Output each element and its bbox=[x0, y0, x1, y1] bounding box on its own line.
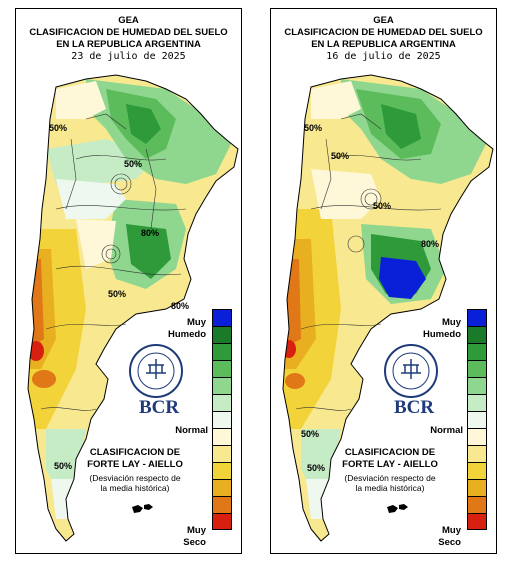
legend-swatch bbox=[212, 445, 232, 462]
legend-swatch bbox=[467, 411, 487, 428]
legend-swatch bbox=[467, 326, 487, 343]
map-date: 16 de julio de 2025 bbox=[326, 51, 441, 62]
legend-swatch bbox=[212, 513, 232, 530]
legend-swatch bbox=[212, 326, 232, 343]
legend-swatch bbox=[212, 377, 232, 394]
legend-top-label-1: Muy bbox=[442, 317, 461, 328]
legend-bottom-label-1: Muy bbox=[187, 525, 206, 536]
legend-bottom-label-2: Seco bbox=[183, 537, 206, 548]
title-line-3: EN LA REPUBLICA ARGENTINA bbox=[311, 39, 456, 50]
legend-swatch bbox=[212, 496, 232, 513]
classification-line-2: FORTE LAY - AIELLO bbox=[342, 459, 438, 470]
soil-moisture-map-left: 50% 50% 80% 50% 80% 50% bbox=[27, 74, 239, 542]
legend-swatch bbox=[467, 513, 487, 530]
title-line-3: EN LA REPUBLICA ARGENTINA bbox=[56, 39, 201, 50]
legend-swatch bbox=[467, 394, 487, 411]
soil-moisture-map-right: 50% 50% 50% 80% 50% 50% bbox=[282, 74, 494, 542]
contour-label: 50% bbox=[124, 159, 142, 169]
map-date: 23 de julio de 2025 bbox=[71, 51, 186, 62]
title-line-1: GEA bbox=[118, 15, 139, 26]
classification-desc-2: la media histórica) bbox=[355, 483, 425, 493]
legend-swatch bbox=[467, 309, 487, 326]
classification-line-1: CLASIFICACION DE bbox=[344, 447, 436, 458]
contour-label: 50% bbox=[331, 151, 349, 161]
legend-middle-label: Normal bbox=[430, 425, 463, 436]
classification-desc-2: la media histórica) bbox=[100, 483, 170, 493]
legend-swatch bbox=[467, 377, 487, 394]
legend-swatch bbox=[467, 360, 487, 377]
legend-swatch bbox=[212, 360, 232, 377]
legend-top-label-1: Muy bbox=[187, 317, 206, 328]
bcr-seal-icon bbox=[384, 344, 438, 398]
map-panel-right: 50% 50% 50% 80% 50% 50% GEA CLASIFICACIO… bbox=[270, 8, 497, 554]
contour-label: 50% bbox=[373, 201, 391, 211]
legend-swatch bbox=[467, 428, 487, 445]
islands-icon bbox=[132, 504, 153, 513]
legend-bottom-label-2: Seco bbox=[438, 537, 461, 548]
contour-label: 50% bbox=[304, 123, 322, 133]
legend-swatch bbox=[212, 462, 232, 479]
title-line-2: CLASIFICACION DE HUMEDAD DEL SUELO bbox=[29, 27, 228, 38]
legend-swatch bbox=[212, 411, 232, 428]
contour-label: 50% bbox=[301, 429, 319, 439]
legend-top-label-2: Humedo bbox=[423, 329, 461, 340]
color-legend bbox=[467, 309, 487, 530]
legend-swatch bbox=[212, 309, 232, 326]
bcr-seal-icon bbox=[129, 344, 183, 398]
bcr-logo-text: BCR bbox=[393, 397, 435, 418]
contour-label: 80% bbox=[421, 239, 439, 249]
legend-top-label-2: Humedo bbox=[168, 329, 206, 340]
classification-line-1: CLASIFICACION DE bbox=[89, 447, 181, 458]
legend-bottom-label-1: Muy bbox=[442, 525, 461, 536]
contour-label: 50% bbox=[54, 461, 72, 471]
color-legend bbox=[212, 309, 232, 530]
title-line-2: CLASIFICACION DE HUMEDAD DEL SUELO bbox=[284, 27, 483, 38]
legend-swatch bbox=[467, 496, 487, 513]
classification-line-2: FORTE LAY - AIELLO bbox=[87, 459, 183, 470]
legend-swatch bbox=[467, 343, 487, 360]
contour-label: 50% bbox=[49, 123, 67, 133]
legend-swatch bbox=[467, 445, 487, 462]
legend-swatch bbox=[467, 462, 487, 479]
legend-swatch bbox=[212, 394, 232, 411]
islands-icon bbox=[387, 504, 408, 513]
legend-swatch bbox=[212, 479, 232, 496]
title-line-1: GEA bbox=[373, 15, 394, 26]
legend-middle-label: Normal bbox=[175, 425, 208, 436]
classification-desc-1: (Desviación respecto de bbox=[344, 473, 436, 483]
legend-swatch bbox=[212, 428, 232, 445]
contour-label: 50% bbox=[307, 463, 325, 473]
legend-swatch bbox=[212, 343, 232, 360]
map-panel-left: 50% 50% 80% 50% 80% 50% GEA CLASIFICACIO… bbox=[15, 8, 242, 554]
legend-swatch bbox=[467, 479, 487, 496]
contour-label: 80% bbox=[141, 228, 159, 238]
contour-label: 80% bbox=[171, 301, 189, 311]
contour-label: 50% bbox=[108, 289, 126, 299]
bcr-logo-text: BCR bbox=[138, 397, 180, 418]
classification-desc-1: (Desviación respecto de bbox=[89, 473, 181, 483]
